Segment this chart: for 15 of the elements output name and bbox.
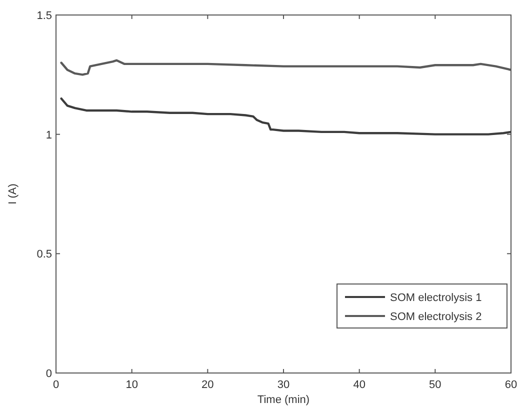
- y-tick-label: 1: [46, 129, 52, 142]
- x-tick-label: 30: [277, 379, 290, 391]
- x-tick-label: 10: [126, 379, 138, 391]
- y-axis-title: I (A): [7, 184, 19, 204]
- x-tick-label: 60: [504, 379, 518, 391]
- x-tick-label: 40: [353, 379, 366, 391]
- legend-label: SOM electrolysis 2: [390, 311, 482, 323]
- x-tick-label: 20: [202, 379, 214, 391]
- legend-label: SOM electrolysis 1: [390, 292, 482, 304]
- x-axis-title: Time (min): [257, 394, 310, 406]
- x-tick-label: 50: [429, 379, 442, 391]
- y-tick-label: 0: [46, 368, 52, 380]
- y-tick-label: 0.5: [36, 248, 52, 261]
- y-tick-label: 1.5: [36, 10, 52, 22]
- line-series: [60, 97, 511, 136]
